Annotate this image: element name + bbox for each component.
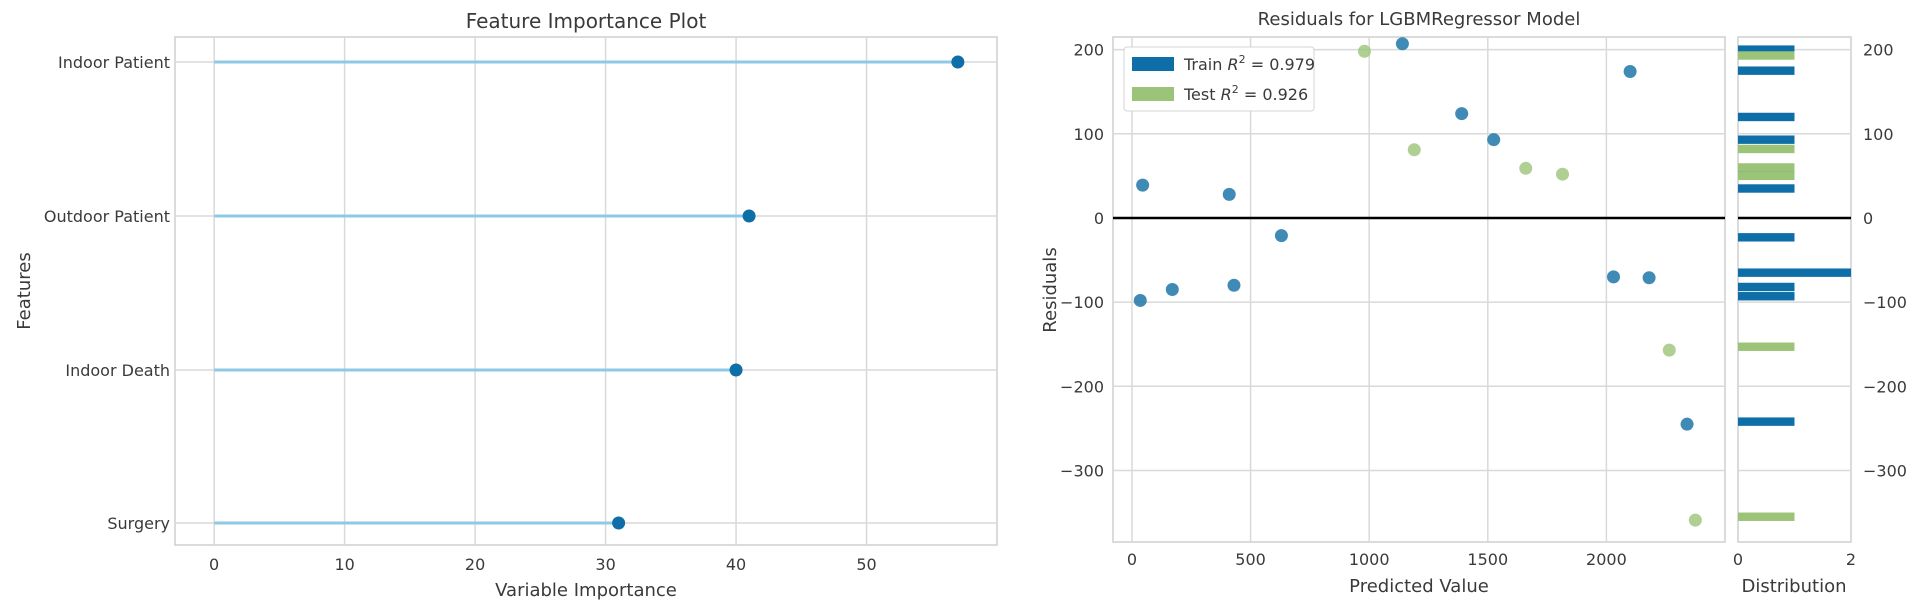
train-point (1395, 37, 1409, 51)
fi-y-tick-label: Outdoor Patient (44, 207, 170, 226)
dist-tick-labels: −300 −200 −100 0 100 200 0 2 (1733, 41, 1907, 569)
res-plot-frame (1112, 36, 1726, 543)
dist-x-axis-label: Distribution (1741, 576, 1846, 597)
test-dist-bar (1738, 163, 1795, 172)
train-point (1623, 65, 1637, 79)
res-x-tick-label: 1000 (1349, 550, 1390, 569)
fi-x-tick-label: 20 (465, 555, 485, 574)
res-title: Residuals for LGBMRegressor Model (1258, 9, 1581, 30)
test-point (1556, 167, 1570, 181)
train-point (1136, 178, 1150, 192)
dist-x-tick-label: 0 (1733, 550, 1743, 569)
fi-y-tick-label: Indoor Patient (58, 53, 170, 72)
fi-x-tick-label: 50 (856, 555, 876, 574)
fi-tick-labels: 0 10 20 30 40 50 Indoor Patient Outdoor Patient… (44, 53, 877, 574)
train-point (1133, 293, 1147, 307)
res-x-tick-label: 500 (1235, 550, 1266, 569)
res-y-tick-label: 200 (1073, 41, 1104, 60)
train-dist-bar (1738, 45, 1795, 54)
dist-marks (1738, 45, 1851, 521)
res-y-tick-label: −100 (1060, 293, 1104, 312)
train-point (1607, 270, 1621, 284)
train-dist-bar (1738, 268, 1851, 277)
fi-dot (951, 55, 965, 69)
train-dist-bar (1738, 66, 1795, 75)
distribution-chart: −300 −200 −100 0 100 200 0 2 Distribution (1733, 36, 1907, 597)
fi-y-tick-label: Surgery (107, 514, 170, 533)
res-tick-labels: 0 500 1000 1500 2000 −300 −200 −100 0 100 200 (1060, 41, 1627, 569)
train-dist-bar (1738, 417, 1795, 426)
test-point (1357, 44, 1371, 58)
legend-swatch-train (1132, 57, 1174, 71)
test-point (1519, 161, 1533, 175)
residuals-chart: 0 500 1000 1500 2000 −300 −200 −100 0 100 200 Resi… (1040, 9, 1726, 597)
dist-y-tick-label: −300 (1863, 461, 1907, 480)
dist-y-tick-label: 0 (1863, 209, 1873, 228)
test-dist-bar (1738, 171, 1795, 181)
fi-plot-frame (174, 36, 998, 546)
train-dist-bar (1738, 282, 1795, 292)
fi-y-axis-label: Features (14, 252, 35, 329)
res-marks (1133, 37, 1702, 527)
train-point (1165, 283, 1179, 296)
train-point (1680, 417, 1694, 431)
fi-x-tick-label: 0 (209, 555, 219, 574)
fi-marks (214, 55, 965, 530)
fi-x-tick-label: 10 (334, 555, 354, 574)
test-point (1407, 143, 1421, 157)
train-point (1274, 229, 1288, 243)
legend-label-test: Test R2 = 0.926 (1183, 83, 1308, 104)
dist-y-tick-label: −100 (1863, 293, 1907, 312)
fi-dot (729, 363, 743, 377)
dist-y-tick-label: 200 (1863, 41, 1894, 60)
fi-x-tick-label: 40 (726, 555, 746, 574)
test-dist-bar (1738, 342, 1795, 351)
res-x-tick-label: 0 (1127, 550, 1137, 569)
train-point (1455, 107, 1469, 121)
train-dist-bar (1738, 292, 1795, 301)
res-x-tick-label: 1500 (1467, 550, 1508, 569)
fi-y-tick-label: Indoor Death (65, 361, 170, 380)
test-dist-bar (1738, 51, 1795, 60)
fi-title: Feature Importance Plot (466, 9, 707, 33)
dist-x-tick-label: 2 (1846, 550, 1856, 569)
legend-label-train: Train R2 = 0.979 (1183, 53, 1315, 74)
dist-y-tick-label: 100 (1863, 125, 1894, 144)
test-dist-bar (1738, 144, 1795, 154)
legend-swatch-test (1132, 87, 1174, 101)
res-legend: Train R2 = 0.979 Test R2 = 0.926 (1123, 46, 1315, 112)
res-y-tick-label: −200 (1060, 377, 1104, 396)
fi-dot (742, 209, 756, 223)
test-dist-bar (1738, 512, 1795, 521)
feature-importance-chart: 0 10 20 30 40 50 Indoor Patient Outdoor Patient… (14, 9, 998, 601)
train-dist-bar (1738, 184, 1795, 193)
train-point (1227, 278, 1241, 292)
fi-dot (612, 516, 626, 530)
res-x-axis-label: Predicted Value (1349, 576, 1489, 597)
fi-x-tick-label: 30 (595, 555, 615, 574)
res-y-tick-label: 0 (1094, 209, 1104, 228)
test-point (1662, 343, 1676, 357)
train-dist-bar (1738, 135, 1795, 144)
dist-y-tick-label: −200 (1863, 377, 1907, 396)
train-dist-bar (1738, 112, 1795, 122)
test-point (1688, 513, 1702, 527)
res-y-tick-label: −300 (1060, 461, 1104, 480)
res-y-tick-label: 100 (1073, 125, 1104, 144)
train-point (1487, 133, 1501, 147)
res-x-tick-label: 2000 (1586, 550, 1627, 569)
res-y-axis-label: Residuals (1040, 247, 1061, 332)
train-point (1642, 271, 1656, 285)
train-point (1222, 187, 1236, 201)
fi-x-axis-label: Variable Importance (495, 580, 677, 601)
train-dist-bar (1738, 233, 1795, 242)
